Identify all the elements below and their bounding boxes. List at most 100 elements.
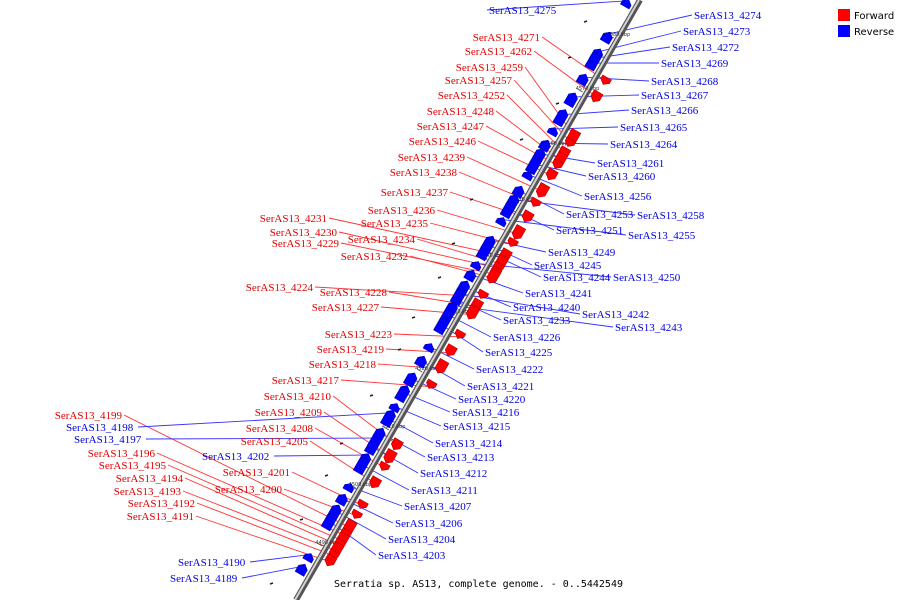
gene-label-reverse: SerAS13_4258 bbox=[637, 210, 705, 222]
gene-arrow-reverse bbox=[302, 553, 314, 564]
gene-label-forward: SerAS13_4199 bbox=[55, 410, 123, 422]
gene-arrow-forward bbox=[600, 74, 612, 85]
gene-label-forward: SerAS13_4230 bbox=[270, 227, 338, 239]
gene-label-forward: SerAS13_4234 bbox=[348, 234, 416, 246]
gene-arrow-reverse bbox=[388, 403, 400, 414]
gene-arrow-reverse bbox=[599, 31, 613, 45]
gene-label-forward: SerAS13_4239 bbox=[398, 152, 466, 164]
feature-mark bbox=[299, 518, 304, 521]
gene-label-reverse: SerAS13_4242 bbox=[582, 309, 649, 321]
gene-label-forward: SerAS13_4208 bbox=[246, 423, 314, 435]
gene-label-reverse: SerAS13_4233 bbox=[503, 315, 571, 327]
connector-forward bbox=[196, 502, 337, 558]
gene-arrow-forward bbox=[357, 498, 369, 509]
gene-label-forward: SerAS13_4192 bbox=[128, 498, 195, 510]
gene-label-forward: SerAS13_4246 bbox=[409, 136, 477, 148]
feature-mark bbox=[567, 56, 572, 59]
gene-arrow-reverse bbox=[394, 385, 411, 404]
gene-label-reverse: SerAS13_4221 bbox=[467, 381, 534, 393]
connector-reverse bbox=[568, 94, 640, 98]
gene-arrow-forward bbox=[465, 304, 481, 320]
gene-label-forward: SerAS13_4196 bbox=[88, 448, 156, 460]
gene-label-forward: SerAS13_4248 bbox=[427, 106, 495, 118]
gene-label-reverse: SerAS13_4261 bbox=[597, 158, 664, 170]
gene-arrow-reverse bbox=[575, 73, 589, 87]
kbp-tick bbox=[384, 427, 390, 431]
connector-forward bbox=[385, 348, 454, 354]
gene-arrow-reverse bbox=[363, 440, 379, 456]
gene-arrow-reverse bbox=[380, 412, 395, 428]
gene-label-forward: SerAS13_4228 bbox=[320, 287, 388, 299]
gene-arrow-reverse bbox=[521, 171, 533, 182]
gene-label-reverse: SerAS13_4255 bbox=[628, 230, 696, 242]
feature-mark bbox=[555, 102, 560, 105]
gene-arrow-forward bbox=[511, 224, 527, 240]
gene-label-forward: SerAS13_4259 bbox=[456, 62, 524, 74]
gene-label-reverse: SerAS13_4265 bbox=[620, 122, 688, 134]
gene-label-forward: SerAS13_4237 bbox=[381, 187, 449, 199]
gene-arrow-forward bbox=[521, 209, 535, 223]
connector-reverse bbox=[137, 412, 388, 428]
feature-mark bbox=[369, 394, 374, 397]
gene-arrow-forward bbox=[590, 89, 604, 103]
connector-reverse bbox=[557, 109, 630, 116]
connector-reverse bbox=[331, 508, 387, 540]
gene-arrow-reverse bbox=[422, 343, 435, 354]
gene-label-reverse: SerAS13_4251 bbox=[556, 225, 623, 237]
gene-label-reverse: SerAS13_4214 bbox=[435, 438, 503, 450]
feature-mark bbox=[411, 316, 416, 319]
gene-label-reverse: SerAS13_4256 bbox=[584, 191, 652, 203]
gene-arrow-reverse bbox=[495, 217, 507, 228]
connector-reverse bbox=[358, 462, 410, 491]
gene-label-forward: SerAS13_4209 bbox=[255, 407, 323, 419]
kbp-tick-label: 4570 kbp bbox=[576, 86, 600, 92]
gene-arrow-reverse bbox=[511, 185, 525, 199]
gene-arrow-reverse bbox=[537, 139, 551, 153]
gene-arrow-forward bbox=[545, 167, 559, 181]
connector-reverse bbox=[579, 76, 650, 82]
gene-label-reverse: SerAS13_4241 bbox=[525, 288, 592, 300]
gene-label-forward: SerAS13_4217 bbox=[272, 375, 340, 387]
legend: Forward Reverse bbox=[838, 9, 894, 38]
connector-reverse bbox=[338, 496, 394, 524]
gene-arrow-reverse bbox=[499, 201, 516, 220]
gene-label-reverse: SerAS13_4215 bbox=[443, 421, 511, 433]
kbp-tick-label: 4500 kbp bbox=[349, 482, 373, 488]
gene-arrow-forward bbox=[434, 358, 450, 374]
connector-forward bbox=[182, 490, 340, 553]
gene-label-reverse: SerAS13_4190 bbox=[178, 557, 246, 569]
gene-arrow-forward bbox=[552, 158, 564, 169]
kbp-tick-label: 4550 kbp bbox=[512, 197, 536, 203]
gene-arrow-forward bbox=[351, 508, 364, 519]
gene-arrow-reverse bbox=[620, 0, 632, 10]
connector-reverse bbox=[486, 0, 624, 11]
gene-label-reverse: SerAS13_4213 bbox=[427, 452, 495, 464]
gene-label-reverse: SerAS13_4245 bbox=[534, 260, 602, 272]
gene-arrow-forward bbox=[390, 437, 404, 451]
gene-label-reverse: SerAS13_4264 bbox=[610, 139, 678, 151]
gene-label-reverse: SerAS13_4198 bbox=[66, 422, 134, 434]
gene-label-reverse: SerAS13_4189 bbox=[170, 573, 238, 585]
gene-label-forward: SerAS13_4257 bbox=[445, 75, 513, 87]
gene-label-forward: SerAS13_4219 bbox=[317, 344, 385, 356]
gene-arrow-forward bbox=[507, 236, 519, 247]
connector-forward bbox=[184, 477, 343, 548]
gene-arrow-reverse bbox=[475, 243, 492, 262]
gene-label-reverse: SerAS13_4207 bbox=[404, 501, 472, 513]
gene-arrow-reverse bbox=[433, 317, 450, 336]
gene-label-forward: SerAS13_4191 bbox=[127, 511, 194, 523]
kbp-tick-label: 4580 kbp bbox=[607, 32, 631, 38]
gene-label-reverse: SerAS13_4244 bbox=[543, 272, 611, 284]
feature-mark bbox=[269, 582, 274, 585]
gene-arrow-forward bbox=[444, 343, 458, 357]
gene-label-forward: SerAS13_4252 bbox=[438, 90, 505, 102]
gene-label-reverse: SerAS13_4206 bbox=[395, 518, 463, 530]
gene-label-forward: SerAS13_4193 bbox=[114, 486, 182, 498]
gene-label-forward: SerAS13_4247 bbox=[417, 121, 485, 133]
gene-label-forward: SerAS13_4232 bbox=[341, 251, 408, 263]
gene-label-reverse: SerAS13_4204 bbox=[388, 534, 456, 546]
kbp-tick bbox=[578, 89, 583, 93]
gene-label-forward: SerAS13_4194 bbox=[116, 473, 184, 485]
connector-forward bbox=[167, 464, 346, 543]
